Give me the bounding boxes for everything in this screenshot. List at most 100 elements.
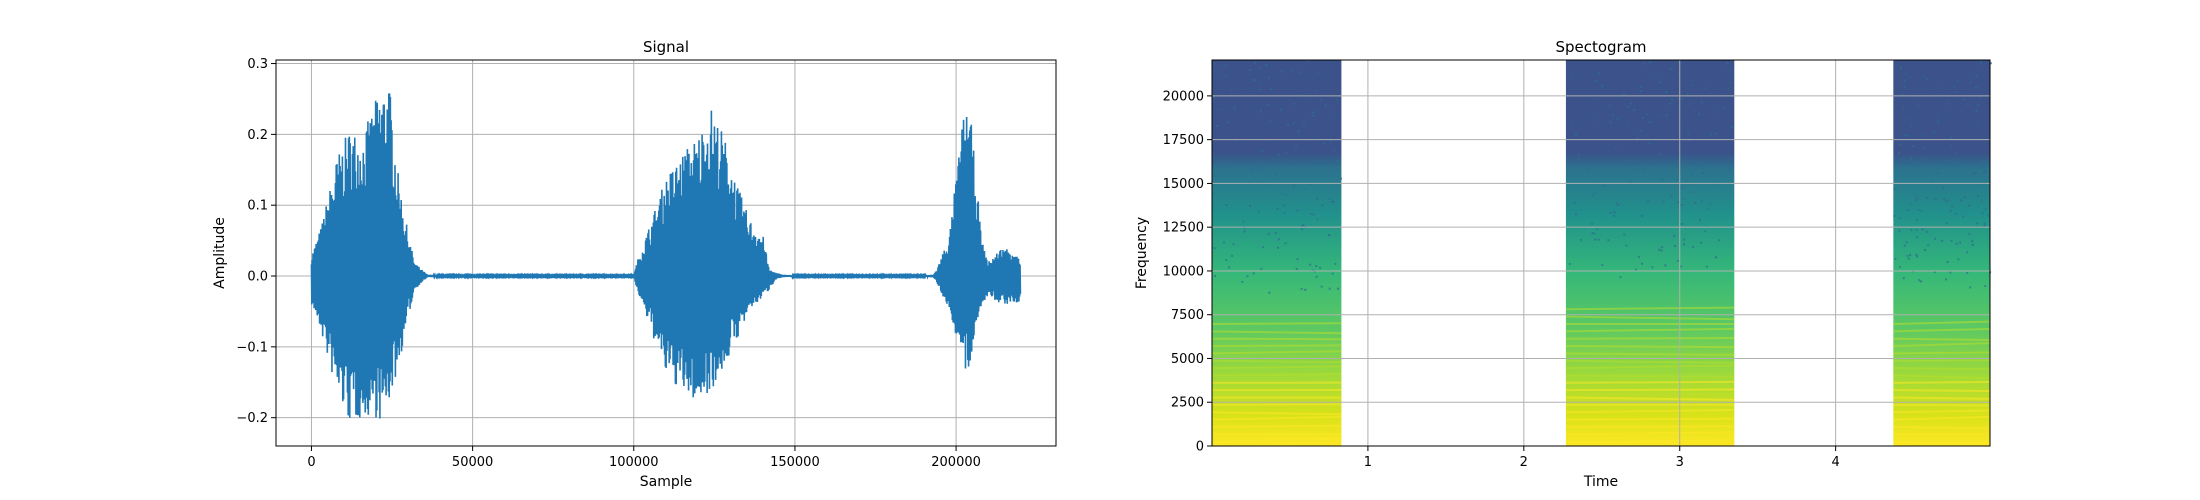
spectrogram-texture [1315,275,1318,278]
spectrogram-texture [1933,131,1936,134]
spectrogram-texture [1976,194,1979,197]
spectrogram-texture [1976,121,1979,124]
spectrogram-texture [1259,81,1262,84]
spectrogram-texture [1681,186,1684,189]
spectrogram-texture [1241,280,1244,283]
spectrogram-texture [1694,201,1697,204]
spectrogram-texture [1310,213,1313,216]
spectrogram-texture [1625,159,1628,162]
spectrogram-texture [1641,117,1644,120]
spectrogram-x-tick-label: 4 [1832,455,1840,470]
spectrogram-texture [1336,159,1339,162]
spectrogram-x-label: Time [1583,474,1618,490]
spectrogram-harmonic [1211,415,1342,421]
signal-y-tick-label: 0.1 [247,199,268,214]
signal-plot-frame [275,59,1057,447]
spectrogram-x-tick-label: 2 [1520,455,1528,470]
spectrogram-harmonic [1893,342,1991,348]
spectrogram-harmonic [1211,359,1342,364]
spectrogram-harmonic [1211,411,1342,416]
spectrogram-texture [1894,257,1897,260]
spectrogram-texture [1927,244,1930,247]
spectrogram-texture [1925,230,1928,233]
spectrogram-harmonic [1565,408,1735,414]
spectrogram-texture [1625,244,1628,247]
spectrogram-texture [1705,265,1708,268]
spectrogram-texture [1893,214,1896,217]
spectrogram-harmonic [1211,344,1342,348]
spectrogram-texture [1979,174,1982,177]
spectrogram-segment [1893,60,1992,446]
spectrogram-texture [1722,107,1725,110]
spectrogram-texture [1323,142,1326,145]
spectrogram-harmonic [1565,396,1735,401]
spectrogram-texture [1267,103,1270,106]
spectrogram-texture [1973,172,1976,175]
spectrogram-texture [1279,108,1282,111]
spectrogram-texture [1930,181,1933,184]
spectrogram-y-tick-label: 2500 [1171,396,1204,411]
spectrogram-texture [1960,199,1963,202]
spectrogram-texture [1699,219,1702,222]
spectrogram-texture [1571,121,1574,124]
spectrogram-texture [1921,156,1924,159]
spectrogram-texture [1914,160,1917,163]
spectrogram-texture [1910,168,1913,171]
spectrogram-texture [1307,95,1310,98]
spectrogram-texture [1328,287,1331,290]
spectrogram-texture [1690,162,1693,165]
spectrogram-texture [1577,153,1580,156]
spectrogram-texture [1224,75,1227,78]
spectrogram-texture [1901,93,1904,96]
spectrogram-harmonic [1211,424,1342,428]
spectrogram-harmonic [1565,380,1735,384]
spectrogram-texture [1731,74,1734,77]
spectrogram-texture [1673,234,1676,237]
spectrogram-texture [1284,193,1287,196]
spectrogram-y-ticks: 0 2500 5000 7500 10000 12500 15000 17500 20000 [1163,89,1212,455]
spectrogram-texture [1962,215,1965,218]
spectrogram-texture [1704,230,1707,233]
spectrogram-texture [1340,177,1343,180]
spectrogram-texture [1591,232,1594,235]
spectrogram-texture [1293,121,1296,124]
spectrogram-texture [1283,212,1286,215]
spectrogram-texture [1682,197,1685,200]
spectrogram-texture [1636,137,1639,140]
spectrogram-texture [1916,219,1919,222]
spectrogram-texture [1261,246,1264,249]
spectrogram-texture [1915,198,1918,201]
spectrogram-texture [1232,243,1235,246]
spectrogram-texture [1986,214,1989,217]
spectrogram-texture [1308,139,1311,142]
spectrogram-harmonic [1565,352,1735,356]
spectrogram-texture [1975,110,1978,113]
spectrogram-y-tick-label: 17500 [1163,133,1204,148]
spectrogram-texture [1966,271,1969,274]
spectrogram-segment-fill [1565,60,1735,446]
spectrogram-y-tick-label: 7500 [1171,308,1204,323]
signal-y-tick-label: −0.2 [236,411,268,426]
spectrogram-texture [1664,264,1667,267]
spectrogram-texture [1597,72,1600,75]
spectrogram-texture [1327,234,1330,237]
spectrogram-x-tick-label: 1 [1364,455,1372,470]
spectrogram-texture [1613,211,1616,214]
spectrogram-texture [1601,85,1604,88]
spectrogram-texture [1328,198,1331,201]
spectrogram-texture [1257,210,1260,213]
spectrogram-texture [1660,249,1663,252]
spectrogram-texture [1947,199,1950,202]
spectrogram-harmonic [1211,373,1342,377]
spectrogram-texture [1980,199,1983,202]
spectrogram-texture [1945,278,1948,281]
spectrogram-texture [1654,72,1657,75]
spectrogram-texture [1981,165,1984,168]
spectrogram-texture [1215,71,1218,74]
spectrogram-harmonic [1565,417,1735,421]
signal-y-tick-label: −0.1 [236,340,268,355]
spectrogram-texture [1976,222,1979,225]
spectrogram-texture [1306,60,1309,63]
spectrogram-texture [1311,111,1314,114]
spectrogram-texture [1312,114,1315,117]
